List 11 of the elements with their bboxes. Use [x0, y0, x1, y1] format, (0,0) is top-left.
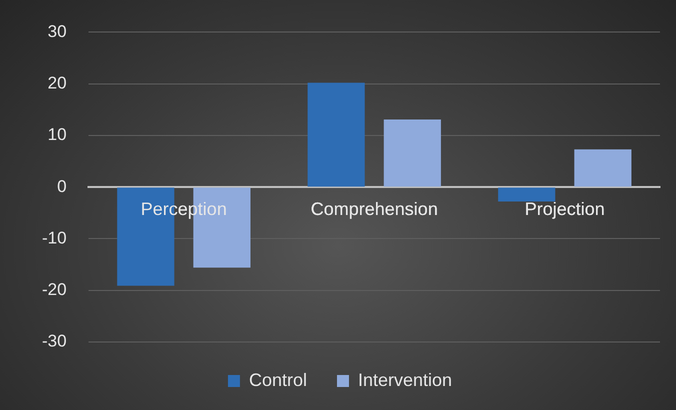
x-tick-label: Projection [524, 198, 605, 219]
legend-label: Intervention [358, 370, 452, 390]
y-tick-label: 30 [48, 22, 67, 41]
y-tick-label: -10 [42, 228, 67, 248]
y-tick-label: -20 [42, 280, 67, 300]
y-tick-label: 10 [48, 125, 67, 144]
y-tick-label: 20 [48, 74, 67, 93]
legend-label: Control [248, 370, 307, 390]
y-tick-label: -30 [42, 332, 67, 351]
x-tick-label: Comprehension [310, 198, 438, 219]
y-tick-label: 0 [57, 176, 67, 196]
